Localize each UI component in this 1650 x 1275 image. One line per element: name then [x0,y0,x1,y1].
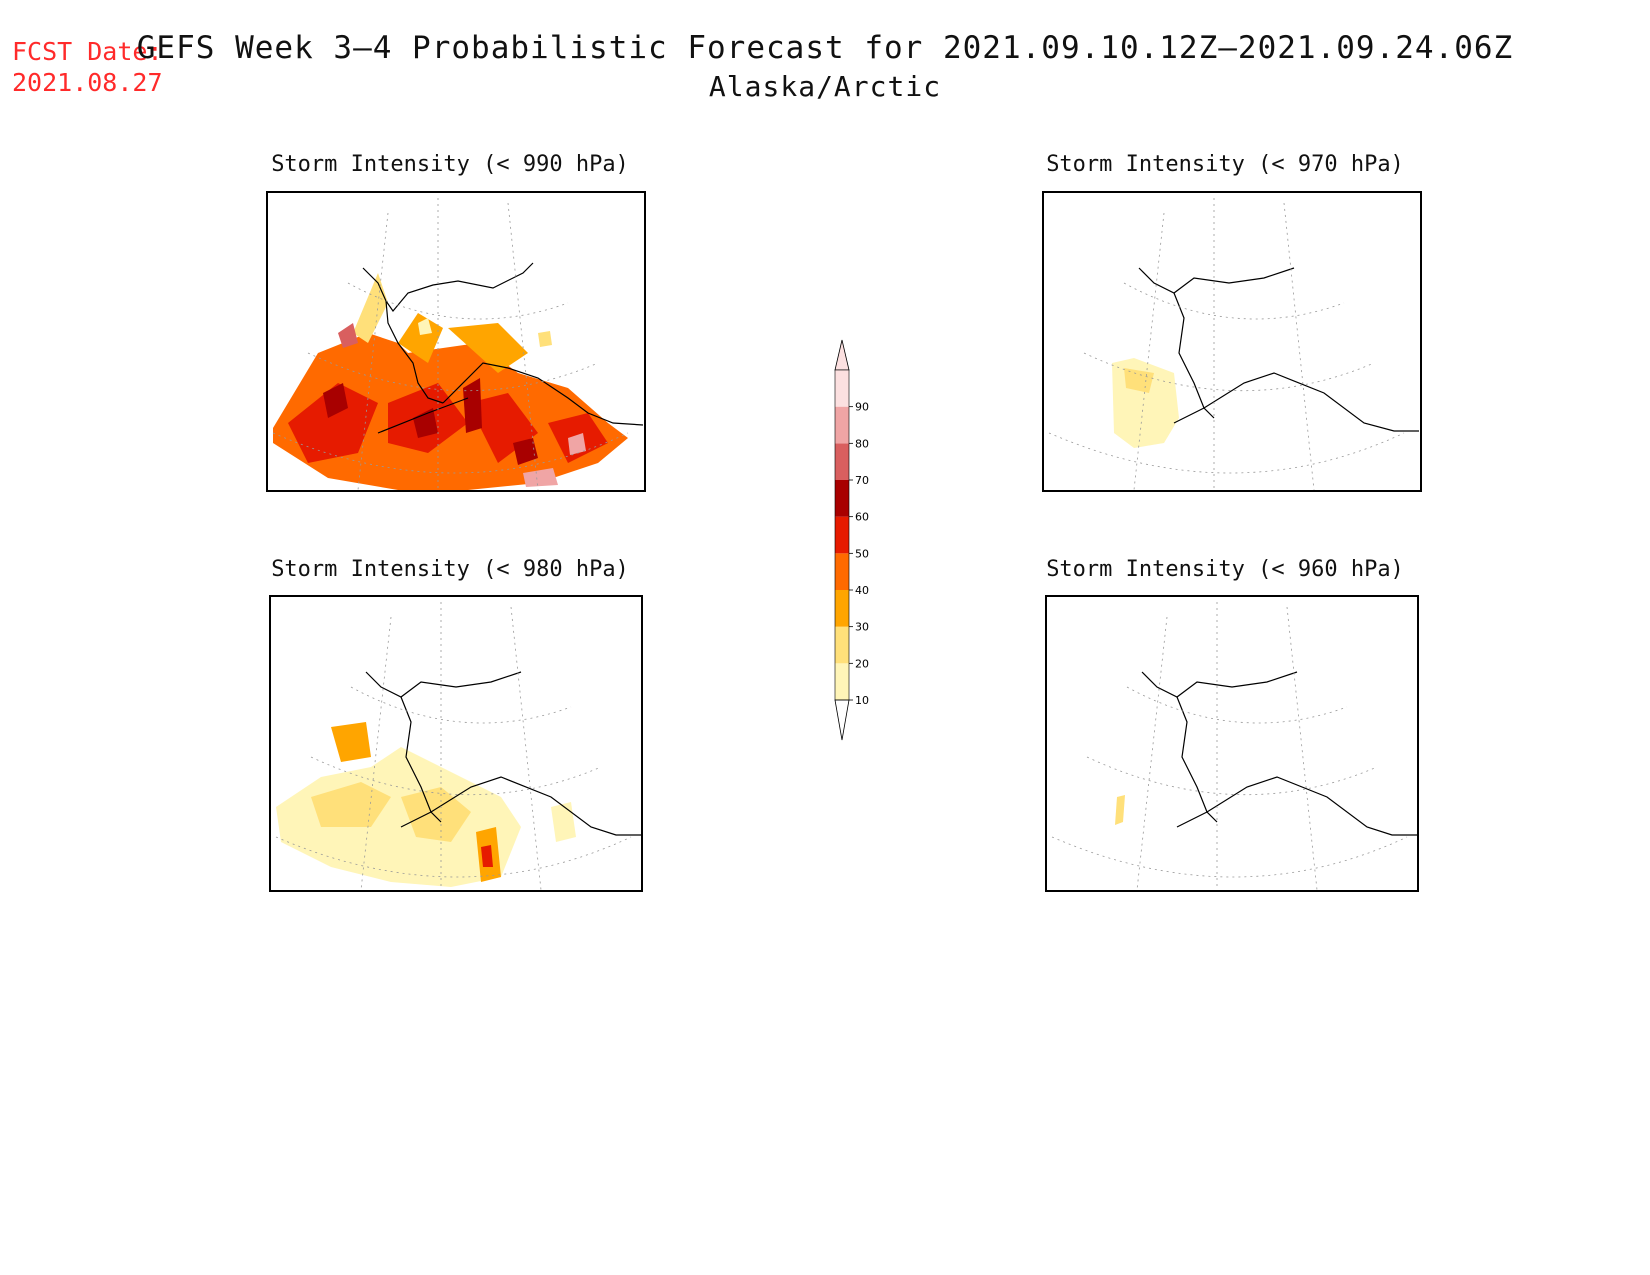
colorbar-label: 60 [855,511,869,524]
colorbar-label: 50 [855,547,869,560]
map-svg-980 [275,602,641,890]
colorbar-label: 20 [855,657,869,670]
probability-fill-960 [1115,795,1125,825]
gridlines-960 [1051,602,1408,890]
map-panel-990 [266,191,646,492]
fcst-date-value: 2021.08.27 [12,68,163,97]
page-title: GEFS Week 3–4 Probabilistic Forecast for… [0,30,1650,103]
colorbar-label: 40 [855,584,869,597]
probability-fill-990 [273,273,628,490]
probability-fill-970 [1112,358,1179,448]
colorbar-segment [835,626,849,664]
colorbar-cap-top [834,339,850,371]
colorbar-segment [835,516,849,554]
gridlines-970 [1048,198,1405,490]
region-subtitle: Alaska/Arctic [708,70,942,103]
map-svg-970 [1048,198,1419,490]
colorbar-label: 90 [855,401,869,414]
colorbar-segment [835,406,849,444]
panel-title-990: Storm Intensity (< 990 hPa) [271,152,629,177]
forecast-date-label: FCST Date: 2021.08.27 [12,36,163,98]
panel-title-960: Storm Intensity (< 960 hPa) [1046,557,1404,582]
colorbar-label: 70 [855,474,869,487]
colorbar-label: 10 [855,694,869,707]
colorbar-label: 80 [855,437,869,450]
coastlines-980 [365,671,641,836]
gridlines-980 [275,602,632,890]
colorbar-segment [835,480,849,517]
main-title: GEFS Week 3–4 Probabilistic Forecast for… [136,30,1514,66]
gridlines-990 [272,198,629,490]
colorbar-segment [835,370,849,407]
colorbar-segment [835,663,849,700]
colorbar-cap-bottom [834,699,850,741]
panel-title-970: Storm Intensity (< 970 hPa) [1046,152,1404,177]
map-panel-970 [1042,191,1422,492]
colorbar-outline [834,369,850,701]
coastlines-970 [1138,267,1419,432]
probability-fill-980 [276,722,576,887]
coastlines-960 [1141,671,1417,836]
map-panel-980 [269,595,643,892]
colorbar-segment [835,443,849,480]
colorbar-label: 30 [855,621,869,634]
colorbar-svg: 10 20 30 40 50 60 70 80 90 [834,339,869,741]
coastlines-990 [362,262,644,434]
map-svg-990 [272,198,644,490]
map-panel-960 [1045,595,1419,892]
colorbar-segment [835,553,849,590]
fcst-date-caption: FCST Date: [12,37,163,66]
panel-title-980: Storm Intensity (< 980 hPa) [271,557,629,582]
colorbar-segment [835,590,849,627]
colorbar-legend: 10 20 30 40 50 60 70 80 90 [815,330,875,750]
map-svg-960 [1051,602,1417,890]
